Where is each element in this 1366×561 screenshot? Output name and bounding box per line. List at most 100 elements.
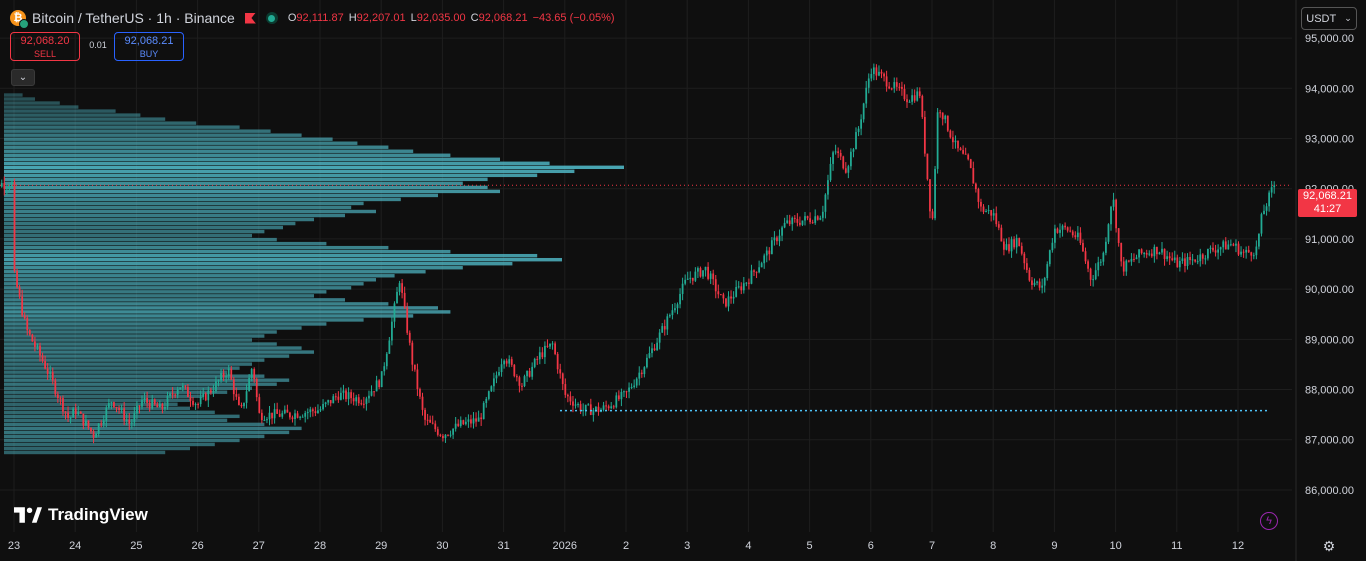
candle-body xyxy=(85,420,87,426)
candle-body xyxy=(684,279,687,284)
volume-profile-bar xyxy=(4,129,271,133)
candle-body xyxy=(263,420,266,422)
buy-button[interactable]: 92,068.21 BUY xyxy=(114,32,184,61)
volume-profile-bar xyxy=(4,354,290,358)
candle-body xyxy=(1189,256,1191,261)
candle-body xyxy=(911,95,914,102)
candle-body xyxy=(918,91,921,96)
candle-body xyxy=(837,151,840,154)
candle-body xyxy=(980,201,982,207)
candle-body xyxy=(49,372,52,374)
candle-body xyxy=(995,213,998,225)
currency-select[interactable]: USDT ⌄ xyxy=(1301,7,1357,30)
tradingview-logo[interactable]: TradingView xyxy=(14,505,148,525)
candle-body xyxy=(964,153,967,155)
candle-body xyxy=(658,332,661,343)
volume-profile-bar xyxy=(4,410,215,415)
price-axis[interactable]: 86,000.00 87,000.00 88,000.00 89,000.00 90,0… xyxy=(1305,33,1354,497)
candle-body xyxy=(523,376,526,387)
candle-body xyxy=(393,303,396,322)
candle-body xyxy=(702,270,704,277)
chevron-down-icon: ⌄ xyxy=(18,72,28,83)
candle-body xyxy=(51,372,54,381)
candle-body xyxy=(595,406,597,410)
candle-body xyxy=(776,237,778,242)
candle-body xyxy=(954,140,957,143)
candle-body xyxy=(209,390,212,393)
candle-body xyxy=(77,412,80,415)
candle-body xyxy=(623,391,625,393)
candle-body xyxy=(883,73,885,77)
candle-body xyxy=(164,406,166,409)
candle-body xyxy=(630,386,633,388)
candle-body xyxy=(13,181,16,271)
volume-profile-bar xyxy=(4,398,190,402)
candle-body xyxy=(174,394,177,396)
candle-body xyxy=(832,152,834,164)
candle-body xyxy=(18,287,21,297)
candle-body xyxy=(1110,206,1112,225)
candle-body xyxy=(992,213,995,216)
candle-body xyxy=(1028,269,1031,281)
volume-profile-bar xyxy=(4,270,426,274)
gear-icon[interactable]: ⚙ xyxy=(1322,537,1336,554)
candle-body xyxy=(1227,244,1230,250)
candle-body xyxy=(1219,247,1222,250)
sell-button[interactable]: 92,068.20 SELL xyxy=(10,32,80,61)
candle-body xyxy=(806,216,809,219)
candle-body xyxy=(1265,206,1268,211)
tradingview-logo-icon xyxy=(14,507,42,523)
candle-body xyxy=(778,235,781,242)
volume-profile-bar xyxy=(4,229,265,234)
candle-body xyxy=(490,386,493,392)
candle-body xyxy=(862,103,865,120)
volume-profile-bar xyxy=(4,346,302,350)
volume-profile-bar xyxy=(4,237,277,242)
candle-body xyxy=(793,217,796,219)
candle-body xyxy=(679,293,681,305)
candle-body xyxy=(1059,229,1061,233)
volume-profile-bar xyxy=(4,314,414,318)
candle-body xyxy=(1000,227,1003,242)
candle-body xyxy=(120,408,123,410)
candle-body xyxy=(225,376,228,378)
candle-body xyxy=(299,416,302,418)
candle-body xyxy=(1036,281,1038,283)
time-axis[interactable]: 23 24 25 26 27 28 29 30 31 2026 2 3 4 5 6 7 8 9 10 11 12 xyxy=(8,540,1244,552)
volume-profile-bar xyxy=(4,177,488,182)
candle-body xyxy=(730,296,732,299)
candle-body xyxy=(1082,242,1084,252)
candle-body xyxy=(625,391,628,393)
candle-body xyxy=(462,420,465,425)
candle-body xyxy=(472,418,475,424)
candle-body xyxy=(1120,242,1123,262)
flag-icon[interactable] xyxy=(244,12,256,24)
candle-body xyxy=(342,390,345,393)
candle-body xyxy=(1168,256,1171,259)
close-label: C xyxy=(470,12,479,24)
candle-body xyxy=(319,409,322,411)
symbol-title[interactable]: Bitcoin / TetherUS · 1h · Binance xyxy=(32,10,235,26)
volume-profile-bar xyxy=(4,181,463,186)
candle-body xyxy=(1038,281,1041,288)
candle-body xyxy=(1127,260,1130,262)
candle-body xyxy=(1033,282,1036,285)
volume-profile-bar xyxy=(4,446,190,451)
candle-body xyxy=(589,404,592,415)
candle-body xyxy=(852,149,855,152)
volume-profile-bar xyxy=(4,326,302,330)
volume-profile-bar xyxy=(4,414,240,419)
candle-body xyxy=(123,408,126,421)
candle-body xyxy=(294,413,296,420)
candle-body xyxy=(597,406,600,412)
candle-body xyxy=(212,391,215,393)
volume-profile-bar xyxy=(4,133,302,137)
lightning-icon[interactable]: ϟ xyxy=(1260,512,1278,530)
candle-body xyxy=(985,211,987,213)
candle-body xyxy=(974,183,977,190)
candle-body xyxy=(317,410,319,414)
collapse-button[interactable]: ⌄ xyxy=(11,69,35,86)
volume-profile-bar xyxy=(4,310,451,314)
candle-body xyxy=(278,413,281,417)
